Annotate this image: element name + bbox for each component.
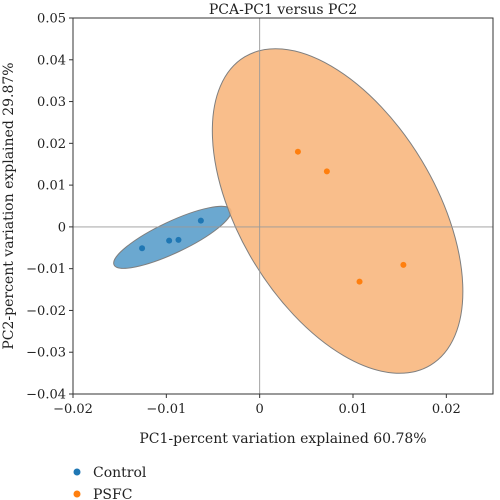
y-tick-label: 0.03 (37, 95, 66, 110)
x-tick-label: −0.02 (53, 402, 93, 417)
y-tick-label: 0 (58, 220, 66, 235)
chart-title: PCA-PC1 versus PC2 (209, 2, 357, 18)
legend: Control PSFC (73, 465, 147, 500)
y-axis-title: PC2-percent variation explained 29.87% (1, 62, 17, 349)
y-tick-label: 0.04 (37, 53, 66, 68)
y-axis-ticks: −0.04 −0.03 −0.02 −0.01 0 0.01 0.02 0.03 0.04 0.0… (26, 12, 73, 403)
x-tick-label: 0.01 (339, 402, 368, 417)
x-tick-label: 0.02 (432, 402, 461, 417)
y-tick-label: −0.04 (26, 388, 66, 403)
zero-reference-lines (73, 18, 493, 394)
x-tick-label: −0.01 (146, 402, 186, 417)
y-tick-label: −0.01 (26, 262, 66, 277)
y-tick-label: 0.02 (37, 137, 66, 152)
legend-marker-control (73, 468, 81, 476)
legend-label-psfc: PSFC (93, 487, 132, 500)
y-tick-label: 0.01 (37, 179, 66, 194)
y-tick-label: −0.02 (26, 304, 66, 319)
data-point-control (197, 217, 204, 224)
plot-frame (72, 17, 494, 395)
data-point-control (166, 237, 173, 244)
confidence-ellipses (113, 48, 464, 374)
confidence-ellipse-control (113, 205, 232, 269)
legend-label-control: Control (93, 465, 147, 481)
y-tick-label: −0.03 (26, 346, 66, 361)
x-axis-title: PC1-percent variation explained 60.78% (139, 431, 426, 447)
x-axis-ticks: −0.02 −0.01 0 0.01 0.02 (53, 394, 461, 417)
data-point-psfc (400, 261, 407, 268)
data-point-psfc (294, 148, 301, 155)
data-point-psfc (356, 278, 363, 285)
data-point-control (139, 245, 146, 252)
legend-marker-psfc (73, 490, 81, 498)
data-point-control (175, 236, 182, 243)
data-point-psfc (323, 168, 330, 175)
data-points (139, 148, 407, 285)
x-tick-label: 0 (256, 402, 264, 417)
confidence-ellipse-psfc (211, 48, 464, 374)
y-tick-label: 0.05 (37, 12, 66, 27)
